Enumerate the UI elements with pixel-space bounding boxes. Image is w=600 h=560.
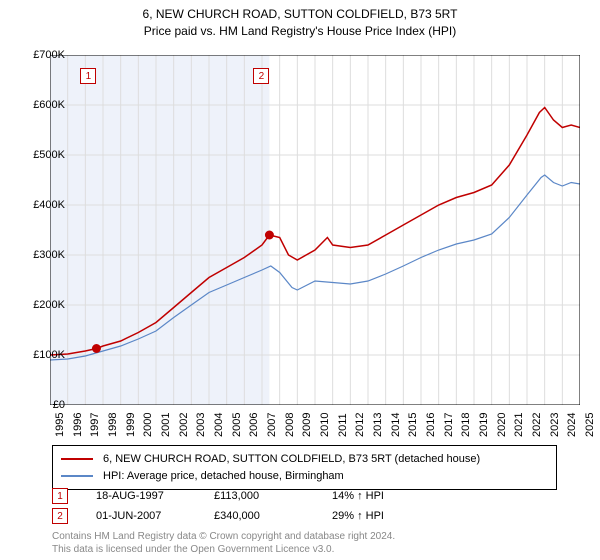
event-row: 2 01-JUN-2007 £340,000 29% ↑ HPI [52,508,422,524]
x-tick-label: 2014 [390,413,402,437]
x-tick-label: 1999 [125,413,137,437]
title-line-1: 6, NEW CHURCH ROAD, SUTTON COLDFIELD, B7… [0,6,600,23]
legend-box: 6, NEW CHURCH ROAD, SUTTON COLDFIELD, B7… [52,445,557,490]
legend-swatch [61,458,93,460]
x-tick-label: 2018 [460,413,472,437]
x-tick-label: 2008 [284,413,296,437]
x-tick-label: 2016 [425,413,437,437]
y-tick-label: £600K [33,99,65,111]
title-line-2: Price paid vs. HM Land Registry's House … [0,23,600,40]
event-row: 1 18-AUG-1997 £113,000 14% ↑ HPI [52,488,422,504]
chart-svg [50,55,580,405]
x-tick-label: 2009 [301,413,313,437]
x-tick-label: 2017 [443,413,455,437]
footer-line-2: This data is licensed under the Open Gov… [52,543,395,556]
event-date: 01-JUN-2007 [96,510,186,522]
y-tick-label: £500K [33,149,65,161]
x-tick-label: 2019 [478,413,490,437]
x-tick-label: 2015 [407,413,419,437]
event-marker: 2 [52,508,68,524]
event-marker-on-chart: 1 [80,68,96,84]
x-tick-label: 2020 [496,413,508,437]
x-tick-label: 2010 [319,413,331,437]
legend-row: HPI: Average price, detached house, Birm… [61,468,548,485]
x-tick-label: 1995 [54,413,66,437]
x-tick-label: 2000 [142,413,154,437]
event-price: £113,000 [214,490,304,502]
footer-note: Contains HM Land Registry data © Crown c… [52,530,395,556]
x-tick-label: 1998 [107,413,119,437]
event-hpi: 29% ↑ HPI [332,510,422,522]
x-tick-label: 2022 [531,413,543,437]
x-tick-label: 2003 [195,413,207,437]
chart-container: 6, NEW CHURCH ROAD, SUTTON COLDFIELD, B7… [0,0,600,560]
x-tick-label: 2021 [513,413,525,437]
legend-label: HPI: Average price, detached house, Birm… [103,468,344,485]
legend-label: 6, NEW CHURCH ROAD, SUTTON COLDFIELD, B7… [103,451,480,468]
x-tick-label: 2012 [354,413,366,437]
x-tick-label: 2006 [248,413,260,437]
x-tick-label: 2023 [549,413,561,437]
x-tick-label: 2002 [178,413,190,437]
event-marker: 1 [52,488,68,504]
x-tick-label: 2005 [231,413,243,437]
chart-area [50,55,580,405]
x-tick-label: 2011 [337,413,349,437]
x-tick-label: 1997 [89,413,101,437]
events-block: 1 18-AUG-1997 £113,000 14% ↑ HPI 2 01-JUN-200… [52,488,422,528]
event-date: 18-AUG-1997 [96,490,186,502]
y-tick-label: £200K [33,299,65,311]
event-hpi: 14% ↑ HPI [332,490,422,502]
x-tick-label: 2001 [160,413,172,437]
x-tick-label: 2004 [213,413,225,437]
y-tick-label: £0 [53,399,65,411]
x-tick-label: 1996 [72,413,84,437]
y-tick-label: £400K [33,199,65,211]
legend-swatch [61,475,93,477]
y-tick-label: £700K [33,49,65,61]
event-marker-on-chart: 2 [253,68,269,84]
x-tick-label: 2025 [584,413,596,437]
y-tick-label: £300K [33,249,65,261]
y-tick-label: £100K [33,349,65,361]
x-tick-label: 2024 [566,413,578,437]
legend-row: 6, NEW CHURCH ROAD, SUTTON COLDFIELD, B7… [61,451,548,468]
x-tick-label: 2013 [372,413,384,437]
footer-line-1: Contains HM Land Registry data © Crown c… [52,530,395,543]
x-tick-label: 2007 [266,413,278,437]
event-price: £340,000 [214,510,304,522]
title-block: 6, NEW CHURCH ROAD, SUTTON COLDFIELD, B7… [0,0,600,40]
